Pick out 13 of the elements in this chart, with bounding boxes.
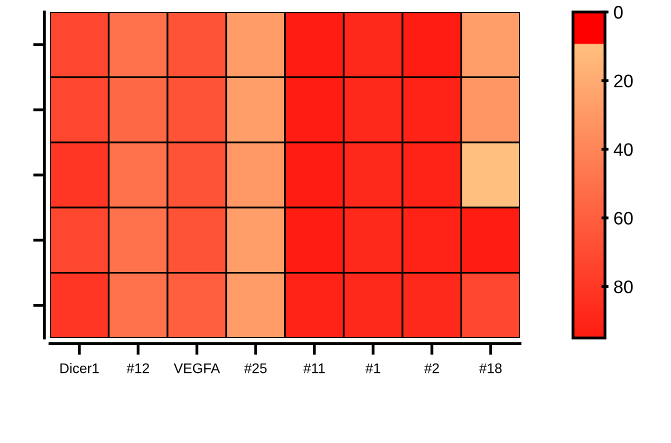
x-tick-label: #12 [126, 363, 150, 374]
color-bar-label: 20 [614, 74, 633, 88]
x-tick-label: #25 [244, 363, 267, 374]
x-tick-label: VEGFA [174, 363, 220, 374]
color-bar-label: 0 [614, 6, 623, 19]
x-tick-label: #18 [479, 363, 502, 374]
x-tick-label: Dicer1 [60, 363, 99, 374]
color-bar-label: 60 [614, 212, 633, 225]
x-tick-label: #1 [365, 364, 380, 374]
x-tick-label: #11 [303, 364, 325, 374]
x-tick-label: #2 [424, 363, 439, 374]
color-bar-label: 80 [614, 280, 633, 294]
color-bar-label: 40 [614, 143, 633, 156]
